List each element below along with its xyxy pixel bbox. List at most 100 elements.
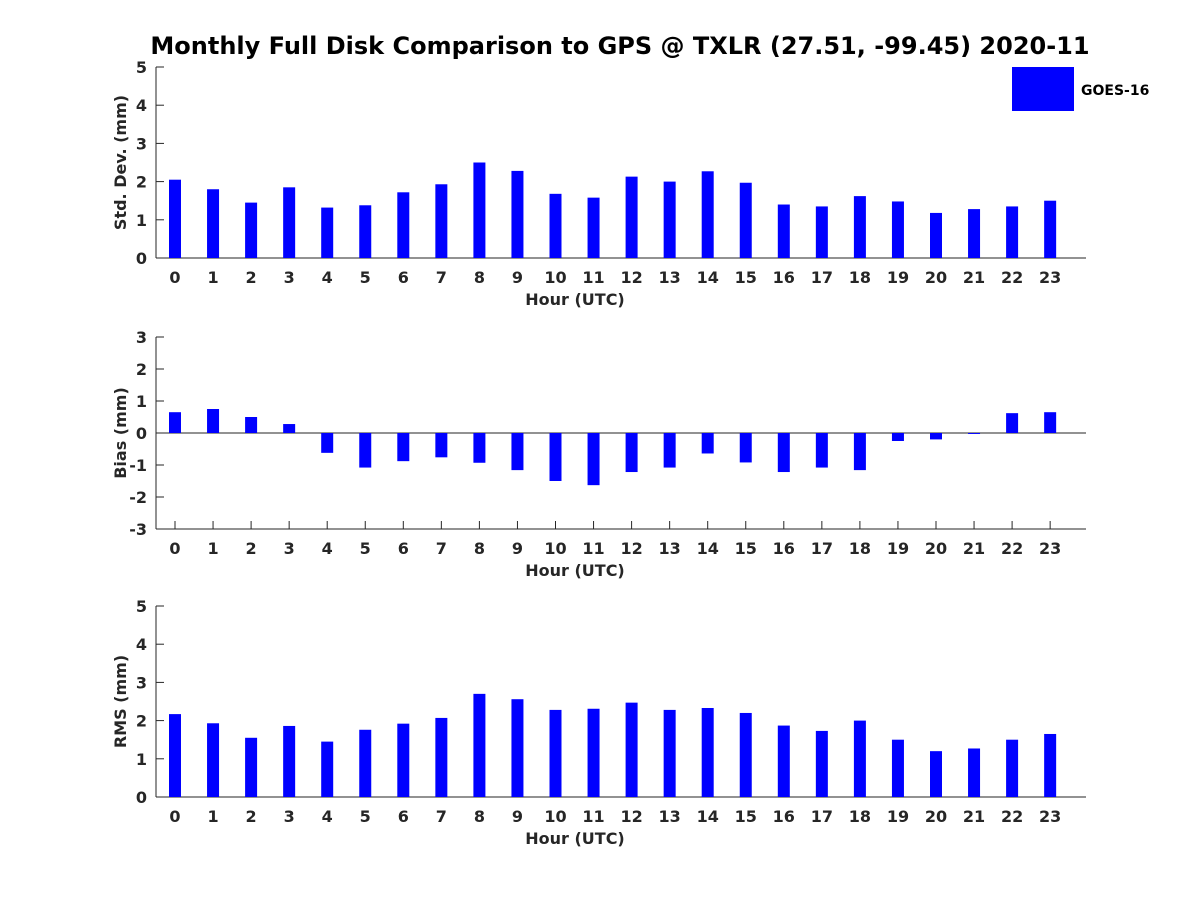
bar bbox=[815, 730, 828, 797]
bar bbox=[397, 192, 410, 258]
x-tick-label: 20 bbox=[925, 268, 947, 287]
x-tick-label: 10 bbox=[544, 539, 566, 558]
bar bbox=[435, 184, 448, 258]
bar bbox=[473, 433, 486, 463]
bar bbox=[625, 702, 638, 797]
bar bbox=[549, 193, 562, 258]
x-tick-label: 11 bbox=[582, 268, 604, 287]
bar bbox=[891, 739, 904, 797]
bar bbox=[701, 171, 714, 258]
bar bbox=[359, 205, 372, 258]
x-tick-label: 2 bbox=[246, 539, 257, 558]
x-tick-label: 19 bbox=[887, 268, 909, 287]
bar bbox=[511, 699, 524, 797]
x-tick-label: 4 bbox=[322, 539, 333, 558]
x-axis-label: Hour (UTC) bbox=[525, 561, 625, 580]
x-tick-label: 18 bbox=[849, 268, 871, 287]
x-tick-label: 5 bbox=[360, 268, 371, 287]
bar bbox=[853, 196, 866, 258]
bar bbox=[473, 693, 486, 797]
bar bbox=[1044, 200, 1057, 258]
x-tick-label: 12 bbox=[620, 539, 642, 558]
bar bbox=[283, 725, 296, 797]
x-tick-label: 2 bbox=[246, 268, 257, 287]
legend-swatch bbox=[1012, 67, 1074, 111]
x-tick-label: 18 bbox=[849, 539, 871, 558]
bar bbox=[739, 712, 752, 797]
x-tick-label: 3 bbox=[284, 539, 295, 558]
x-tick-label: 17 bbox=[811, 539, 833, 558]
x-tick-label: 23 bbox=[1039, 807, 1061, 826]
bar bbox=[815, 206, 828, 258]
x-tick-label: 14 bbox=[697, 539, 719, 558]
x-tick-label: 20 bbox=[925, 807, 947, 826]
y-tick-label: 5 bbox=[136, 58, 147, 77]
bar bbox=[245, 202, 258, 258]
y-tick-label: 3 bbox=[136, 134, 147, 153]
x-tick-label: 1 bbox=[207, 807, 218, 826]
x-tick-label: 5 bbox=[360, 807, 371, 826]
bar bbox=[549, 709, 562, 797]
bar bbox=[511, 433, 524, 471]
bar bbox=[435, 433, 448, 458]
bar bbox=[930, 751, 942, 797]
y-tick-label: 2 bbox=[136, 360, 147, 379]
bar bbox=[321, 207, 334, 258]
x-tick-label: 17 bbox=[811, 268, 833, 287]
bar bbox=[891, 201, 904, 258]
x-tick-label: 18 bbox=[849, 807, 871, 826]
x-axis-label: Hour (UTC) bbox=[525, 829, 625, 848]
x-tick-label: 22 bbox=[1001, 539, 1023, 558]
bar bbox=[245, 737, 258, 797]
bar bbox=[663, 709, 676, 797]
x-tick-label: 13 bbox=[659, 268, 681, 287]
bar bbox=[663, 433, 676, 468]
x-tick-label: 10 bbox=[544, 807, 566, 826]
x-tick-label: 14 bbox=[697, 807, 719, 826]
x-tick-label: 7 bbox=[436, 807, 447, 826]
bar bbox=[397, 723, 410, 797]
x-tick-label: 11 bbox=[582, 807, 604, 826]
x-tick-label: 23 bbox=[1039, 539, 1061, 558]
bar bbox=[701, 433, 714, 454]
y-axis-label: RMS (mm) bbox=[111, 655, 130, 748]
x-tick-label: 4 bbox=[322, 807, 333, 826]
bar bbox=[587, 433, 600, 486]
y-tick-label: 1 bbox=[136, 211, 147, 230]
bar bbox=[435, 717, 448, 797]
bar bbox=[397, 433, 410, 462]
bar bbox=[968, 433, 981, 434]
x-tick-label: 22 bbox=[1001, 807, 1023, 826]
x-tick-label: 0 bbox=[169, 807, 180, 826]
y-tick-label: 4 bbox=[136, 96, 147, 115]
x-tick-label: 7 bbox=[436, 268, 447, 287]
x-tick-label: 19 bbox=[887, 807, 909, 826]
x-tick-label: 8 bbox=[474, 539, 485, 558]
x-tick-label: 13 bbox=[659, 807, 681, 826]
bar bbox=[777, 433, 790, 473]
x-tick-label: 4 bbox=[322, 268, 333, 287]
x-tick-label: 23 bbox=[1039, 268, 1061, 287]
x-tick-label: 17 bbox=[811, 807, 833, 826]
bar bbox=[777, 725, 790, 797]
bar bbox=[245, 417, 258, 433]
x-tick-label: 21 bbox=[963, 268, 985, 287]
bar bbox=[1006, 206, 1019, 258]
x-tick-label: 16 bbox=[773, 268, 795, 287]
x-tick-label: 2 bbox=[246, 807, 257, 826]
x-tick-label: 13 bbox=[659, 539, 681, 558]
x-tick-label: 5 bbox=[360, 539, 371, 558]
bar bbox=[891, 433, 904, 441]
bar bbox=[853, 720, 866, 797]
bar bbox=[207, 723, 220, 797]
y-axis-label: Bias (mm) bbox=[111, 387, 130, 479]
bar bbox=[739, 182, 752, 258]
bar bbox=[359, 729, 372, 797]
bar bbox=[1044, 733, 1057, 797]
y-tick-label: 2 bbox=[136, 173, 147, 192]
x-tick-label: 6 bbox=[398, 268, 409, 287]
x-tick-label: 15 bbox=[735, 807, 757, 826]
